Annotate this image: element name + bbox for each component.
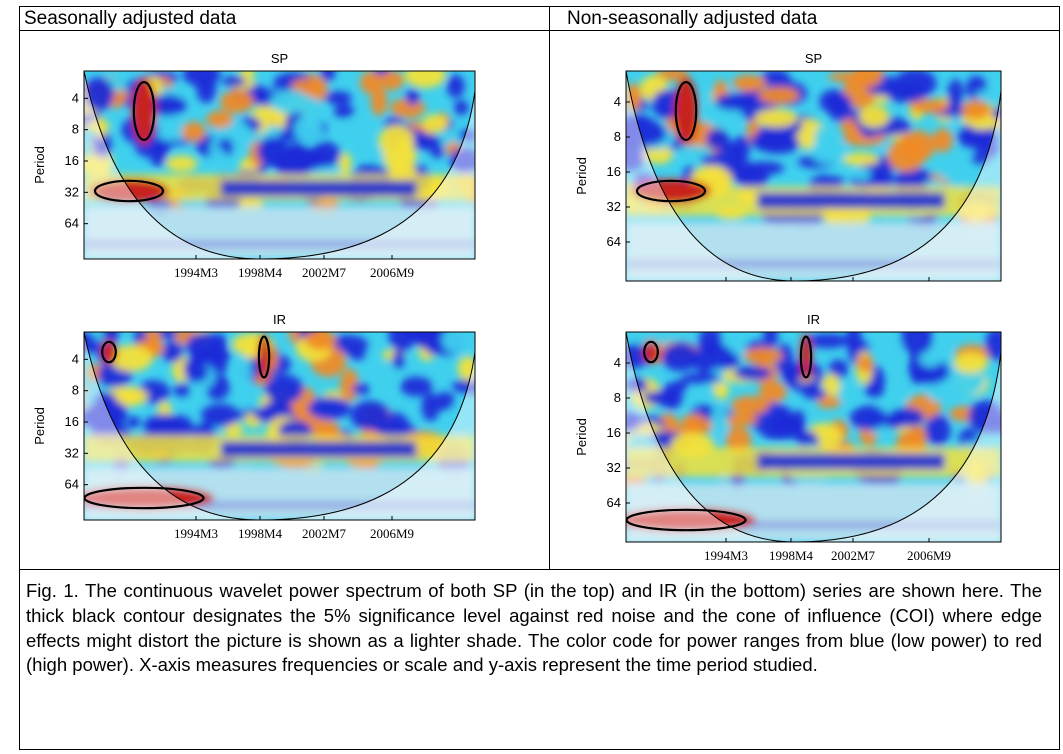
x-tick-label: 1998M4	[238, 526, 283, 541]
sa-sp-wavelet-panel: SP Period 4 8 16 32 64 1994M3 1998M4 2002M7 2006M9	[28, 36, 488, 291]
y-axis-label: Period	[32, 407, 47, 445]
y-axis-label: Period	[32, 146, 47, 184]
y-tick-label: 4	[72, 90, 79, 105]
caption-rule	[19, 569, 1060, 570]
x-tick-label: 1998M4	[238, 265, 283, 280]
y-tick-label: 8	[72, 122, 79, 137]
header-rule	[19, 30, 1060, 31]
y-tick-label: 8	[72, 383, 79, 398]
y-tick-label: 16	[65, 414, 79, 429]
sa-ir-wavelet-panel: IR Period 4 8 16 32 64 1994M3 1998M4 2002M7 2006M9	[28, 300, 488, 567]
y-tick-label: 4	[72, 351, 79, 366]
y-tick-label: 64	[607, 234, 621, 249]
non-seasonally-adjusted-heading: Non-seasonally adjusted data	[567, 8, 818, 29]
y-tick-label: 8	[614, 129, 621, 144]
y-tick-label: 16	[607, 425, 621, 440]
y-tick-label: 64	[65, 477, 79, 492]
column-divider	[549, 6, 550, 569]
x-tick-label: 1994M3	[174, 526, 218, 541]
figure-table	[19, 6, 1060, 750]
x-tick-label: 1994M3	[174, 265, 218, 280]
y-tick-label: 64	[65, 216, 79, 231]
x-tick-label: 2002M7	[831, 548, 876, 562]
y-tick-label: 4	[614, 94, 621, 109]
wavelet-plot: SP Period 4 8 16 32 64 1994M3 1998M4 2002M7 2006M9	[32, 51, 476, 280]
panel-title: IR	[273, 312, 286, 327]
seasonally-adjusted-heading: Seasonally adjusted data	[24, 8, 237, 29]
y-tick-label: 16	[607, 164, 621, 179]
panel-title: SP	[805, 51, 822, 66]
y-tick-label: 32	[65, 445, 79, 460]
x-tick-label: 2002M7	[302, 526, 347, 541]
y-tick-label: 32	[607, 460, 621, 475]
y-tick-label: 4	[614, 355, 621, 370]
y-tick-label: 32	[65, 184, 79, 199]
x-tick-label: 1994M3	[704, 548, 748, 562]
y-axis-label: Period	[574, 157, 589, 195]
x-tick-label: 2006M9	[370, 265, 414, 280]
y-tick-label: 64	[607, 495, 621, 510]
panel-title: IR	[807, 312, 820, 327]
x-tick-label: 2006M9	[907, 548, 951, 562]
wavelet-plot: IR Period 4 8 16 32 64 1994M3 1998M4 2002M7 2006M9	[32, 312, 476, 541]
figure-caption: Fig. 1. The continuous wavelet power spe…	[26, 580, 1042, 676]
y-tick-label: 32	[607, 199, 621, 214]
y-tick-label: 8	[614, 390, 621, 405]
y-tick-label: 16	[65, 153, 79, 168]
panel-title: SP	[271, 51, 288, 66]
wavelet-plot: IR Period 4 8 16 32 64 1994M3 1998M4 2002M7 2006M9	[574, 312, 1002, 563]
y-axis-label: Period	[574, 418, 589, 456]
x-tick-label: 2002M7	[302, 265, 347, 280]
x-tick-label: 1998M4	[769, 548, 814, 562]
nsa-ir-wavelet-panel: IR Period 4 8 16 32 64 1994M3 1998M4 2002M7 2006M9	[570, 300, 1032, 567]
x-tick-label: 2006M9	[370, 526, 414, 541]
